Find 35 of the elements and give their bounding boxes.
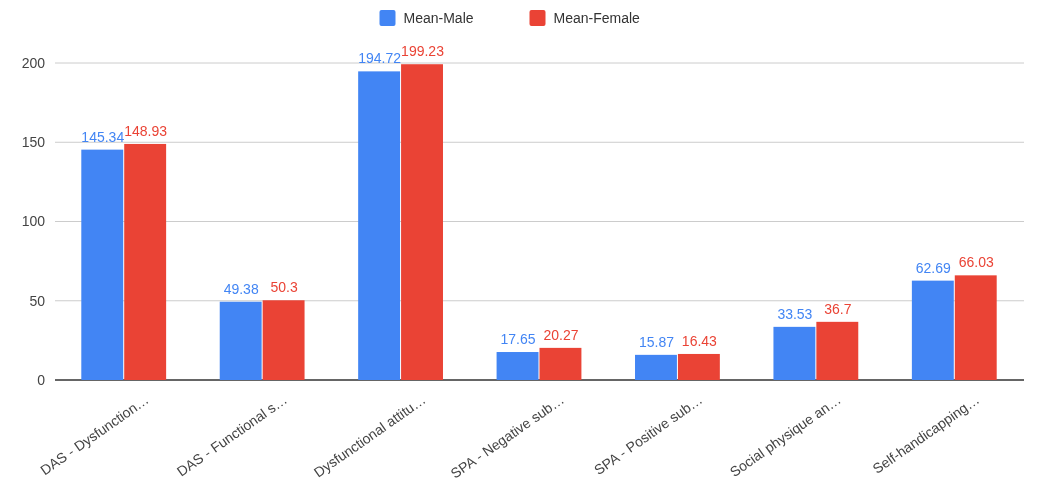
data-label: 17.65 (500, 331, 536, 348)
bar (816, 321, 859, 380)
bar (773, 326, 816, 380)
data-label: 36.7 (824, 300, 852, 317)
bar (677, 353, 720, 380)
data-label: 62.69 (915, 259, 952, 276)
legend-label: Mean-Female (553, 9, 641, 26)
bar (496, 352, 539, 380)
bar (358, 71, 401, 380)
data-label: 148.93 (124, 122, 168, 139)
bar (262, 300, 305, 380)
data-label: 15.87 (638, 333, 675, 350)
y-tick-label: 200 (21, 54, 46, 71)
bar (635, 354, 677, 380)
bar (539, 347, 582, 380)
bar (954, 275, 997, 380)
data-label: 194.72 (358, 50, 402, 67)
data-label: 49.38 (223, 280, 259, 297)
data-label: 145.34 (81, 128, 125, 145)
y-tick-label: 0 (37, 371, 46, 388)
data-label: 66.03 (958, 254, 994, 271)
data-label: 199.23 (401, 43, 445, 60)
y-tick-label: 150 (21, 134, 46, 151)
y-tick-label: 100 (21, 213, 46, 230)
bar (124, 143, 167, 380)
data-label: 50.3 (270, 279, 298, 296)
y-tick-label: 50 (29, 292, 46, 309)
data-label: 16.43 (681, 332, 718, 349)
bar (219, 301, 262, 380)
bar (401, 64, 443, 380)
bar (911, 280, 954, 380)
data-label: 33.53 (777, 305, 813, 322)
bar (81, 149, 124, 380)
data-label: 20.27 (543, 326, 579, 343)
legend-label: Mean-Male (403, 9, 474, 26)
